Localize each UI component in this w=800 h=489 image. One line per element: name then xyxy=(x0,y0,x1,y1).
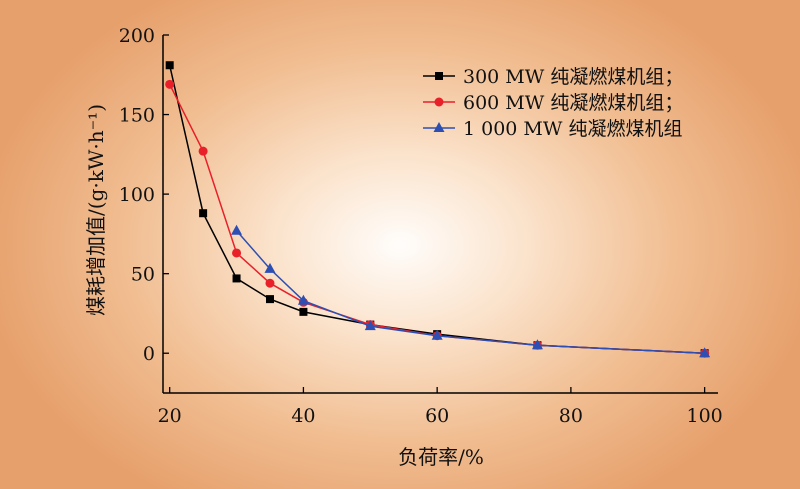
data-point xyxy=(199,209,208,218)
legend-marker xyxy=(435,72,443,80)
legend-label: 300 MW 纯凝燃煤机组； xyxy=(463,66,683,88)
y-tick-label: 200 xyxy=(119,25,155,47)
data-point xyxy=(264,262,276,273)
x-tick-label: 60 xyxy=(425,405,449,427)
data-point xyxy=(299,307,308,316)
x-tick-label: 40 xyxy=(291,405,315,427)
series-line xyxy=(235,230,705,354)
legend: 300 MW 纯凝燃煤机组； 600 MW 纯凝燃煤机组； 1 000 MW 纯凝燃… xyxy=(423,66,683,140)
data-point xyxy=(265,295,274,304)
x-tick-label: 100 xyxy=(686,405,722,427)
legend-label: 600 MW 纯凝燃煤机组； xyxy=(463,92,683,114)
data-point xyxy=(297,294,309,305)
y-tick-label: 100 xyxy=(119,184,155,206)
data-point xyxy=(165,79,175,89)
y-tick-label: 150 xyxy=(119,105,155,127)
legend-label: 1 000 MW 纯凝燃煤机组 xyxy=(463,118,682,140)
legend-marker xyxy=(434,97,444,107)
data-point xyxy=(165,61,174,70)
data-point xyxy=(531,339,543,350)
y-tick-label: 0 xyxy=(143,343,155,365)
data-point xyxy=(699,347,711,358)
x-tick-label: 80 xyxy=(559,405,583,427)
data-point xyxy=(364,320,376,331)
data-point xyxy=(232,274,241,283)
ticks: 20 40 60 80 100 0 50 100 150 200 xyxy=(119,25,723,427)
series-group xyxy=(231,224,711,358)
axes xyxy=(162,35,718,394)
data-point xyxy=(231,224,243,235)
x-axis-title: 负荷率/% xyxy=(398,445,484,469)
data-point xyxy=(265,278,275,288)
data-point xyxy=(232,248,242,258)
legend-marker xyxy=(433,122,445,132)
x-tick-label: 20 xyxy=(158,405,182,427)
series xyxy=(165,61,711,358)
y-axis-title: 煤耗增加值/(g·kW·h⁻¹) xyxy=(84,104,108,316)
data-point xyxy=(431,329,443,340)
data-point xyxy=(198,146,208,156)
y-tick-label: 50 xyxy=(131,264,155,286)
